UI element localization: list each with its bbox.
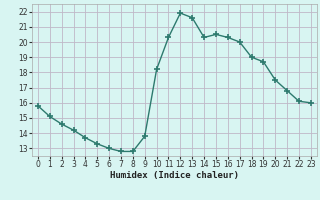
X-axis label: Humidex (Indice chaleur): Humidex (Indice chaleur) xyxy=(110,171,239,180)
